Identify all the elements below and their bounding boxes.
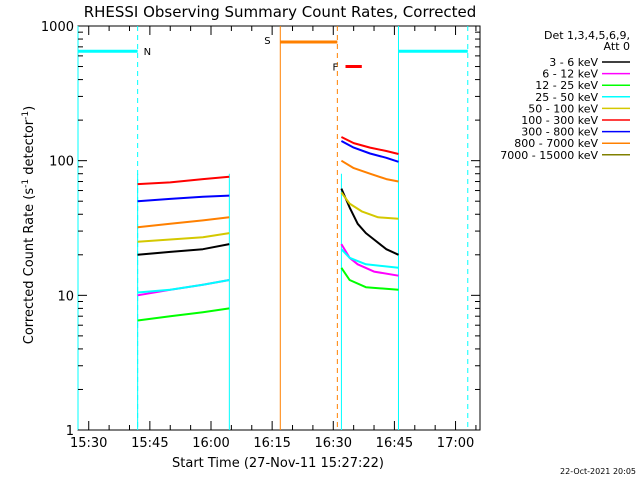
series-line bbox=[137, 175, 230, 186]
y-tick-label: 100 bbox=[49, 155, 74, 170]
series-line bbox=[340, 248, 399, 269]
series-line bbox=[137, 232, 230, 243]
y-tick-label: 1 bbox=[66, 424, 74, 439]
x-tick-label: 16:15 bbox=[253, 436, 290, 451]
legend-label: 25 - 50 keV bbox=[535, 91, 598, 104]
y-tick-label: 10 bbox=[57, 289, 74, 304]
x-tick-label: 17:00 bbox=[437, 436, 474, 451]
x-tick-label: 16:45 bbox=[376, 436, 413, 451]
x-tick-label: 15:30 bbox=[70, 436, 107, 451]
x-tick-label: 15:45 bbox=[131, 436, 168, 451]
generation-timestamp: 22-Oct-2021 20:05 bbox=[560, 467, 636, 476]
legend-label: 3 - 6 keV bbox=[549, 56, 598, 69]
annotations-layer: N S F bbox=[77, 26, 469, 430]
series-line bbox=[137, 194, 230, 203]
series-line bbox=[340, 140, 399, 163]
legend-label: 50 - 100 keV bbox=[528, 102, 598, 115]
legend-label: 800 - 7000 keV bbox=[514, 137, 598, 150]
legend-label: 7000 - 15000 keV bbox=[500, 149, 598, 162]
legend-label: 6 - 12 keV bbox=[542, 68, 598, 81]
legend-label: 300 - 800 keV bbox=[521, 126, 598, 139]
chart-title: RHESSI Observing Summary Count Rates, Co… bbox=[84, 3, 477, 21]
series-line bbox=[137, 243, 230, 256]
series-line bbox=[340, 188, 399, 256]
series-line bbox=[340, 136, 399, 155]
saa-label: S bbox=[264, 36, 270, 47]
x-tick-label: 16:00 bbox=[192, 436, 229, 451]
y-tick-label: 1000 bbox=[41, 20, 74, 35]
x-tick-label: 16:30 bbox=[315, 436, 352, 451]
series-line bbox=[340, 159, 399, 183]
legend-header-line-2: Att 0 bbox=[604, 40, 630, 53]
night-label: N bbox=[144, 47, 151, 58]
legend-label: 12 - 25 keV bbox=[535, 79, 598, 92]
series-line bbox=[137, 279, 230, 294]
series-line bbox=[340, 267, 399, 291]
series-line bbox=[340, 243, 399, 277]
legend-label: 100 - 300 keV bbox=[521, 114, 598, 127]
flare-label: F bbox=[333, 63, 339, 74]
series-line bbox=[137, 216, 230, 229]
y-axis-label: Corrected Count Rate (s-1 detector-1) bbox=[21, 106, 37, 344]
legend-header-line-1: Det 1,3,4,5,6,9, bbox=[544, 29, 630, 42]
axes-layer: 1 10 100 1000 15:30 15:45 16:00 16:15 16:30 16:45… bbox=[41, 20, 480, 451]
series-layer bbox=[137, 136, 399, 322]
series-line bbox=[340, 191, 399, 220]
series-line bbox=[137, 307, 230, 322]
x-axis-label: Start Time (27-Nov-11 15:27:22) bbox=[172, 456, 384, 471]
